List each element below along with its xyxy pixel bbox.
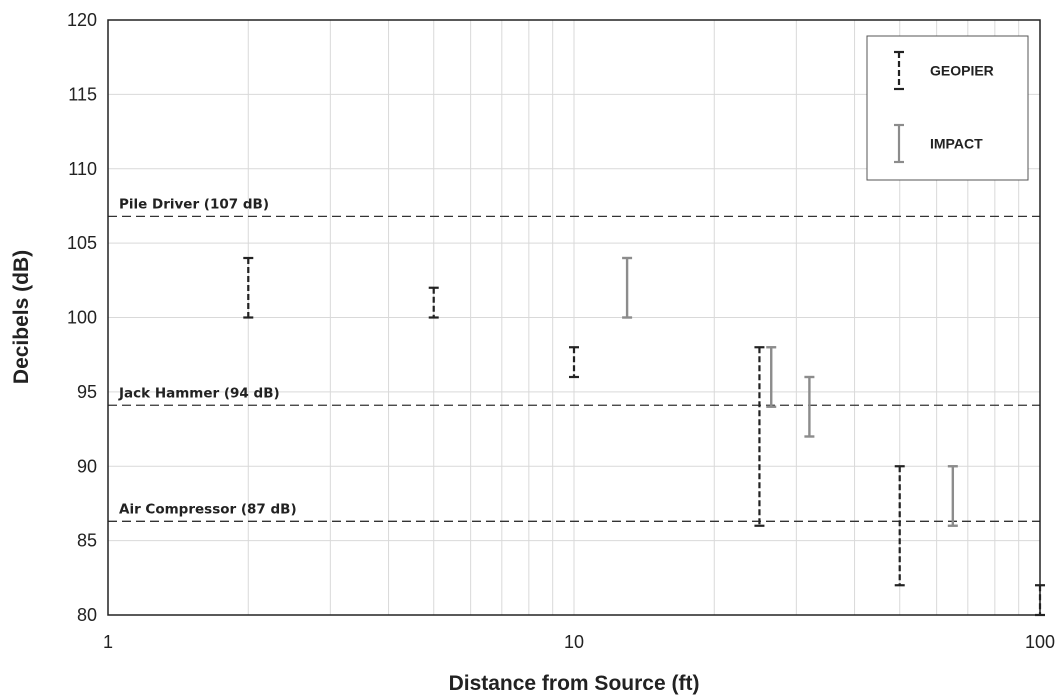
geopier-error-bar — [569, 346, 579, 379]
legend-label: GEOPIER — [930, 63, 994, 79]
x-axis-title: Distance from Source (ft) — [449, 672, 700, 695]
plot-frame — [107, 19, 1041, 616]
reference-line-label: Jack Hammer (94 dB) — [118, 385, 280, 401]
legend-box — [866, 35, 1029, 181]
y-tick-label: 115 — [68, 84, 97, 104]
y-tick-label: 120 — [67, 10, 97, 30]
y-axis-title: Decibels (dB) — [10, 250, 33, 384]
y-tick-label: 80 — [77, 605, 97, 625]
reference-line-label: Pile Driver (107 dB) — [119, 196, 269, 212]
geopier-error-bar — [243, 256, 254, 319]
y-tick-labels: 80 85 90 95 100 105 110 115 120 — [67, 10, 97, 625]
x-tick-label: 1 — [103, 632, 113, 652]
y-tick-label: 110 — [68, 159, 97, 179]
impact-error-bar — [947, 465, 958, 527]
y-tick-label: 105 — [67, 233, 97, 253]
geopier-legend-symbol — [894, 50, 904, 91]
impact-error-bar — [766, 346, 777, 408]
impact-error-bar — [804, 375, 815, 438]
legend: GEOPIER IMPACT — [866, 35, 1029, 181]
impact-legend-symbol — [894, 123, 904, 164]
y-tick-label: 90 — [77, 456, 97, 476]
y-tick-label: 100 — [67, 308, 97, 328]
reference-line-label: Air Compressor (87 dB) — [119, 501, 297, 517]
y-tick-label: 95 — [77, 382, 97, 402]
x-tick-label: 10 — [564, 632, 584, 652]
geopier-error-bar — [428, 286, 439, 319]
geopier-error-bar — [894, 465, 905, 587]
impact-error-bar — [622, 256, 633, 319]
y-tick-label: 85 — [77, 531, 97, 551]
x-tick-label: 100 — [1025, 632, 1055, 652]
geopier-error-bar — [754, 346, 765, 527]
legend-label: IMPACT — [930, 136, 983, 152]
x-tick-labels: 1 10 100 — [103, 632, 1055, 652]
reference-lines: Pile Driver (107 dB) Jack Hammer (94 dB) A… — [108, 196, 1040, 522]
